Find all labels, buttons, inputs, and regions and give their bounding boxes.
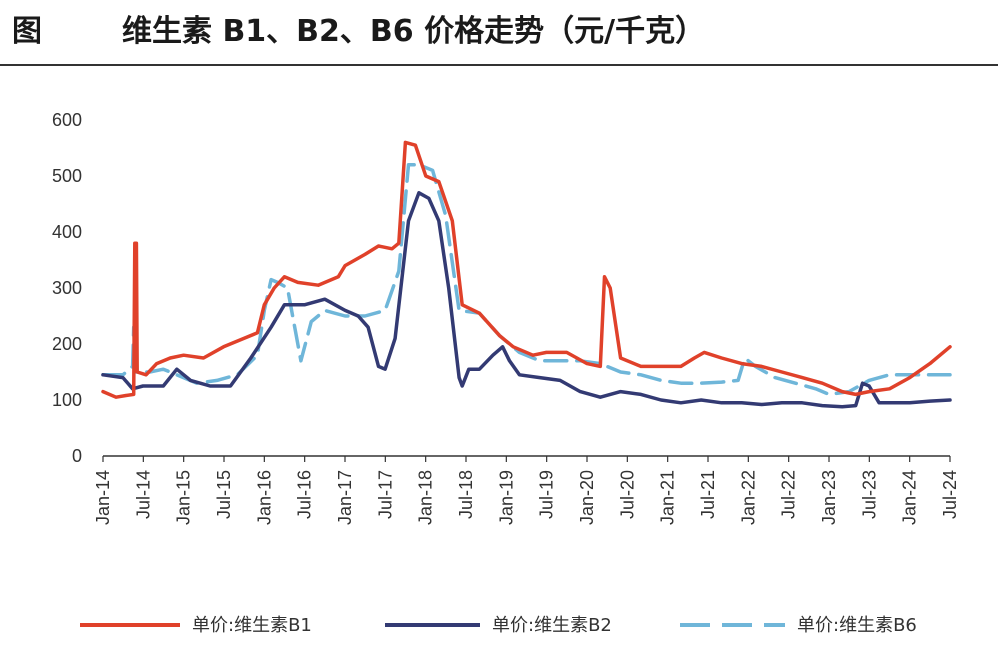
legend-label-b6: 单价:维生素B6 bbox=[797, 615, 917, 636]
x-tick-label: Jul-16 bbox=[295, 470, 315, 519]
x-tick-label: Jan-15 bbox=[174, 470, 194, 525]
legend: 单价:维生素B1 单价:维生素B2 单价:维生素B6 bbox=[80, 615, 917, 636]
y-tick-label: 200 bbox=[52, 334, 82, 354]
x-tick-label: Jul-24 bbox=[940, 470, 960, 519]
legend-label-b1: 单价:维生素B1 bbox=[192, 615, 312, 636]
x-tick-label: Jul-23 bbox=[859, 470, 879, 519]
series-line-b1 bbox=[101, 140, 952, 399]
series-line-b6 bbox=[101, 163, 952, 397]
x-tick-label: Jan-18 bbox=[416, 470, 436, 525]
x-tick-label: Jul-21 bbox=[698, 470, 718, 519]
y-tick-label: 300 bbox=[52, 278, 82, 298]
x-tick-label: Jan-23 bbox=[819, 470, 839, 525]
x-tick-label: Jul-19 bbox=[537, 470, 557, 519]
axes: 0 100 200 300 400 500 600 Jan-14 Jul-14 Jan-15 Jul… bbox=[52, 110, 960, 525]
x-tick-label: Jan-21 bbox=[658, 470, 678, 525]
x-tick-label: Jul-22 bbox=[779, 470, 799, 519]
x-tick-label: Jul-15 bbox=[214, 470, 234, 519]
x-tick-label: Jan-17 bbox=[335, 470, 355, 525]
x-tick-label: Jan-22 bbox=[738, 470, 758, 525]
x-tick-label: Jan-20 bbox=[577, 470, 597, 525]
figure-label: 图 bbox=[12, 14, 42, 49]
series-lines bbox=[101, 140, 952, 409]
y-tick-label: 100 bbox=[52, 390, 82, 410]
y-tick-label: 0 bbox=[72, 446, 82, 466]
x-tick-label: Jan-19 bbox=[496, 470, 516, 525]
x-tick-label: Jan-16 bbox=[254, 470, 274, 525]
y-tick-label: 500 bbox=[52, 166, 82, 186]
y-tick-label: 400 bbox=[52, 222, 82, 242]
x-tick-label: Jul-20 bbox=[617, 470, 637, 519]
chart-header: 图 维生素 B1、B2、B6 价格走势（元/千克） bbox=[0, 0, 998, 60]
x-tick-label: Jul-17 bbox=[375, 470, 395, 519]
x-tick-label: Jan-14 bbox=[93, 470, 113, 525]
title-divider bbox=[0, 64, 998, 66]
x-tick-label: Jan-24 bbox=[900, 470, 920, 525]
x-tick-label: Jul-14 bbox=[133, 470, 153, 519]
series-line-b2 bbox=[101, 191, 952, 409]
x-tick-label: Jul-18 bbox=[456, 470, 476, 519]
chart-title: 维生素 B1、B2、B6 价格走势（元/千克） bbox=[122, 14, 706, 49]
y-tick-label: 600 bbox=[52, 110, 82, 130]
legend-label-b2: 单价:维生素B2 bbox=[492, 615, 612, 636]
